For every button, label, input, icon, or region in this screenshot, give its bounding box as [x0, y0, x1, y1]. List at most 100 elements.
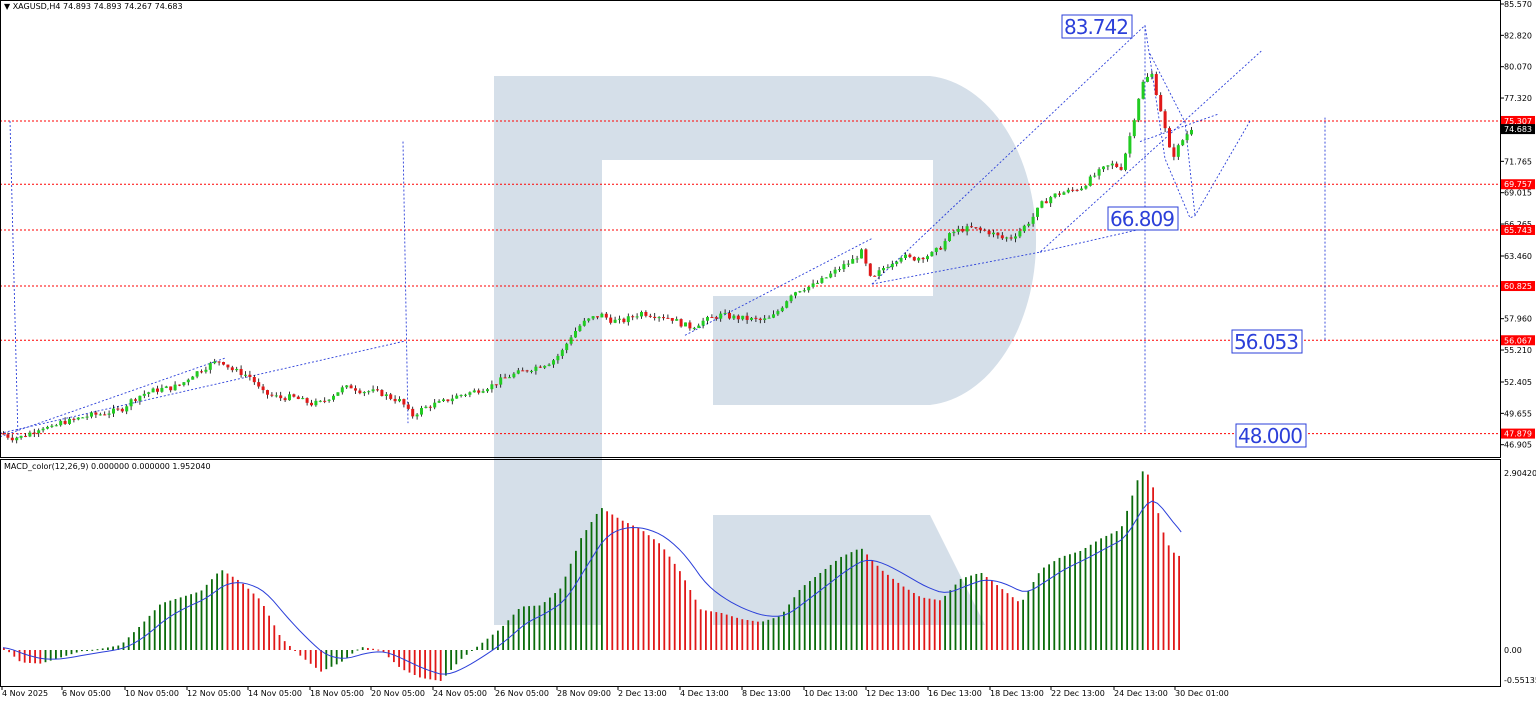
- candle-body: [926, 256, 929, 260]
- candle-body: [332, 395, 335, 400]
- logo-shape-top: [494, 76, 1037, 625]
- candle-body: [103, 414, 107, 416]
- candle-body: [156, 388, 159, 392]
- candle-body: [723, 312, 727, 314]
- time-label: 12 Dec 13:00: [866, 689, 920, 698]
- macd-bar: [247, 588, 250, 650]
- dropdown-triangle-icon[interactable]: ▼: [4, 2, 11, 11]
- macd-bar: [237, 579, 239, 650]
- candle-body: [349, 385, 353, 389]
- candle-body: [1163, 111, 1167, 129]
- time-label: 26 Nov 05:00: [495, 689, 549, 698]
- candle-body: [952, 231, 956, 234]
- price-tick-label: 66.265: [1504, 220, 1532, 229]
- macd-bar: [159, 604, 161, 650]
- candle-body: [543, 365, 547, 368]
- macd-bar: [923, 597, 926, 650]
- macd-bar: [543, 602, 546, 650]
- macd-bar: [679, 571, 681, 650]
- macd-bar: [174, 598, 177, 650]
- macd-bar: [8, 650, 10, 653]
- candle-body: [200, 371, 203, 373]
- macd-bar: [346, 650, 348, 658]
- candle-body: [345, 385, 349, 388]
- candle-body: [530, 370, 533, 372]
- candle-body: [873, 275, 877, 277]
- candle-body: [992, 232, 995, 235]
- macd-bar: [81, 650, 83, 652]
- macd-bar: [653, 539, 655, 650]
- macd-bar: [185, 595, 187, 650]
- macd-bar: [424, 650, 426, 679]
- macd-bar: [408, 650, 411, 673]
- macd-bar: [731, 616, 733, 650]
- candle-body: [112, 408, 115, 414]
- macd-bar: [512, 614, 515, 650]
- price-tick-label: 55.210: [1504, 346, 1532, 355]
- candle-body: [763, 318, 767, 321]
- candle-body: [490, 384, 494, 390]
- macd-bar: [881, 570, 884, 650]
- time-label: 4 Dec 13:00: [680, 689, 729, 698]
- macd-bar: [315, 650, 317, 668]
- candle-body: [472, 390, 476, 393]
- macd-bar: [1095, 541, 1097, 650]
- candle-body: [1176, 145, 1180, 157]
- candle-body: [657, 317, 661, 319]
- macd-bar: [559, 588, 562, 650]
- candle-body: [741, 315, 745, 320]
- macd-bar: [49, 650, 52, 661]
- candle-body: [635, 316, 639, 318]
- candle-body: [481, 391, 485, 393]
- candle-body: [1009, 237, 1013, 239]
- candle-body: [1058, 193, 1061, 195]
- macd-bar: [798, 589, 801, 650]
- candle-body: [354, 388, 357, 391]
- candle-body: [1031, 216, 1035, 224]
- candle-body: [125, 406, 129, 412]
- level-badge-label: 65.743: [1504, 226, 1532, 235]
- macd-label: MACD_color(12,26,9) 0.000000 0.000000 1.…: [4, 462, 211, 471]
- candle-body: [393, 398, 397, 402]
- time-label: 24 Dec 13:00: [1114, 689, 1168, 698]
- candle-body: [569, 337, 573, 344]
- candle-body: [838, 269, 841, 271]
- candle-body: [591, 316, 595, 319]
- macd-bar: [434, 650, 437, 681]
- candle-body: [1168, 128, 1171, 148]
- candle-body: [538, 366, 542, 368]
- candle-body: [772, 314, 775, 318]
- candle-body: [789, 295, 793, 302]
- macd-bar: [169, 600, 172, 650]
- price-tick-label: 82.820: [1504, 31, 1532, 40]
- macd-axis-label: 2.904206: [1504, 469, 1536, 478]
- candle-body: [195, 371, 199, 377]
- current-price-label: 74.683: [1504, 125, 1532, 134]
- macd-bar: [835, 560, 837, 650]
- macd-bar: [1079, 551, 1082, 650]
- candle-body: [292, 394, 296, 397]
- macd-bar: [840, 556, 842, 650]
- macd-bar: [699, 609, 702, 650]
- macd-bar: [829, 564, 832, 650]
- macd-bar: [304, 650, 307, 660]
- macd-bar: [112, 646, 114, 650]
- macd-bar: [419, 650, 421, 678]
- macd-bar: [1162, 532, 1165, 650]
- macd-bar: [959, 578, 962, 650]
- macd-bar: [965, 577, 967, 650]
- macd-bar: [746, 620, 749, 650]
- candle-body: [314, 400, 318, 406]
- macd-bar: [762, 621, 764, 650]
- candle-body: [274, 395, 278, 397]
- candle-body: [908, 254, 912, 257]
- candle-body: [371, 389, 375, 392]
- level-badge: [1501, 224, 1535, 235]
- trendline-4: [684, 238, 873, 336]
- symbol-label: XAGUSD,H4: [12, 2, 61, 11]
- candle-body: [1018, 231, 1022, 237]
- macd-bar: [616, 517, 619, 650]
- candle-body: [574, 330, 577, 338]
- candle-body: [829, 273, 833, 278]
